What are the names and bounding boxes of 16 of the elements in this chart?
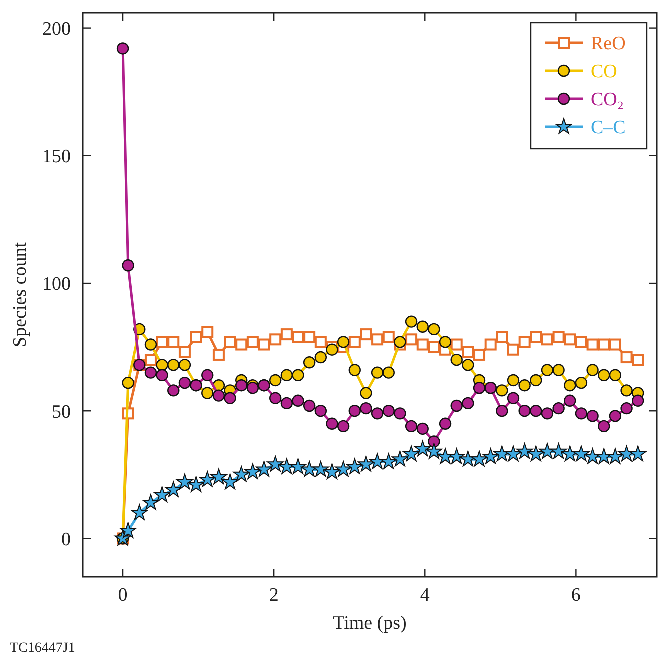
y-tick-label: 200 xyxy=(42,18,71,40)
legend-label: CO₂ xyxy=(591,90,624,111)
x-tick-label: 4 xyxy=(420,585,430,606)
y-tick-label: 0 xyxy=(62,529,71,550)
legend-label: ReO xyxy=(591,34,626,55)
legend-label: C–C xyxy=(591,118,626,139)
text: TC16447J1 xyxy=(10,641,76,656)
y-tick-label: 150 xyxy=(42,146,71,168)
x-tick-label: 6 xyxy=(571,585,581,606)
y-tick-label: 50 xyxy=(52,402,71,423)
y-tick-label: 100 xyxy=(42,274,71,296)
x-tick-label: 2 xyxy=(269,585,279,606)
legend-label: CO xyxy=(591,62,618,83)
y-axis-title: Species count xyxy=(10,242,31,348)
x-tick-label: 0 xyxy=(118,585,128,606)
x-axis-title: Time (ps) xyxy=(333,613,407,634)
